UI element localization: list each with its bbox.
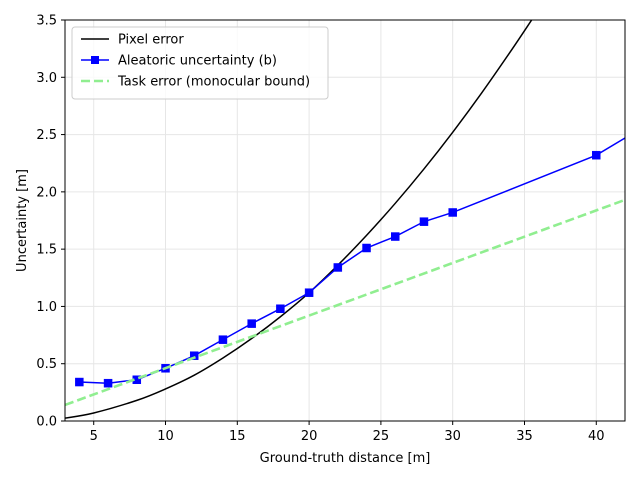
series-1-point-8 [304,288,314,297]
series-1-point-1 [103,378,113,388]
series-1-point-7 [276,304,285,313]
series-group [65,20,625,419]
y-tick-label-4: 2.0 [36,185,57,200]
series-1-point-13 [448,208,457,217]
x-tick-label-1: 10 [157,429,174,444]
y-tick-label-2: 1.0 [36,300,57,315]
series-line-2 [65,198,625,407]
series-1-point-14 [592,150,601,160]
series-line-1 [79,137,625,384]
x-axis-ticks: 5 10 15 20 25 30 35 40 [90,421,605,444]
series-1-point-11 [391,232,400,241]
series-1-point-9 [333,263,343,272]
y-tick-label-1: 0.5 [36,357,57,372]
y-tick-label-7: 3.5 [36,14,57,29]
y-axis-ticks: 0.0 0.5 1.0 1.5 2.0 2.5 3.0 3.5 [36,14,65,430]
series-1-point-0 [75,377,84,387]
series-1-point-12 [419,217,429,226]
x-axis-label: Ground-truth distance [m] [260,451,431,466]
y-tick-label-6: 3.0 [36,71,57,86]
legend-box [71,26,329,100]
y-tick-label-3: 1.5 [36,243,57,258]
plot-frame [64,19,626,422]
x-tick-label-2: 15 [229,429,246,444]
series-1-point-10 [362,243,371,253]
x-tick-label-0: 5 [90,429,98,444]
legend-marker-1 [91,56,99,64]
x-tick-label-3: 20 [301,429,318,444]
y-tick-label-0: 0.0 [36,415,57,430]
x-tick-label-5: 30 [444,429,461,444]
legend-label-1: Aleatoric uncertainty (b) [118,54,277,69]
x-tick-label-7: 40 [588,429,605,444]
x-tick-label-4: 25 [373,429,390,444]
series-1-point-6 [247,319,256,328]
legend: Pixel error Aleatoric uncertainty (b) Task… [71,26,329,100]
legend-label-2: Task error (monocular bound) [117,75,310,90]
series-1-point-5 [218,335,228,344]
series-1-point-4 [189,351,199,360]
x-tick-label-6: 35 [516,429,533,444]
y-axis-label: Uncertainty [m] [15,169,30,272]
y-tick-label-5: 2.5 [36,128,57,143]
legend-label-0: Pixel error [118,33,184,48]
